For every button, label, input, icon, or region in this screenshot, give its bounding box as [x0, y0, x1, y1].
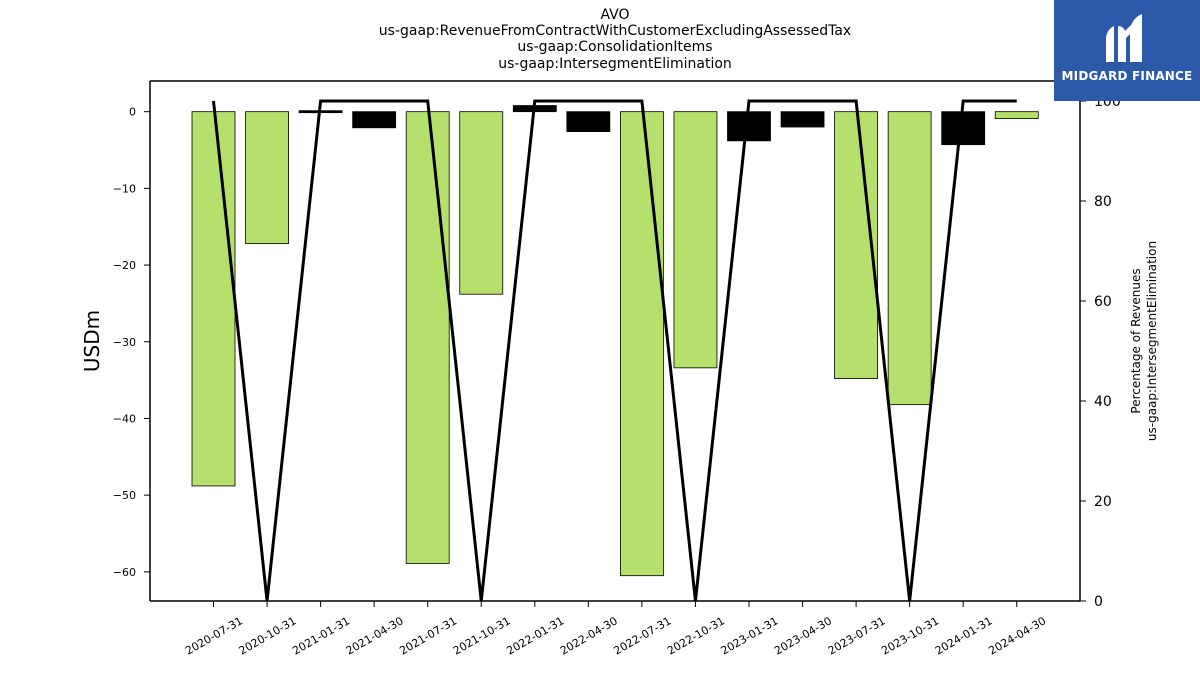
bar — [941, 111, 986, 146]
y2-axis-label-line2: us-gaap:IntersegmentElimination — [1145, 241, 1159, 441]
bar — [566, 111, 611, 133]
title-line-ticker: AVO — [600, 7, 630, 23]
title-line-concept: us-gaap:RevenueFromContractWithCustomerE… — [378, 23, 852, 39]
y-tick-label: −10 — [113, 182, 136, 195]
bar — [459, 111, 504, 295]
x-tick-label: 2020-07-31 — [183, 614, 245, 657]
y2-tick-label: 20 — [1094, 494, 1112, 510]
bar — [620, 111, 664, 577]
x-tick-label: 2022-04-30 — [558, 614, 620, 657]
y2-tick-label: 60 — [1094, 294, 1112, 310]
brand-name: MIDGARD FINANCE — [1061, 69, 1193, 83]
y2-tick-label: 0 — [1094, 594, 1103, 610]
bar — [727, 111, 771, 142]
x-tick-label: 2023-10-31 — [879, 614, 941, 657]
x-tick-label: 2022-01-31 — [504, 614, 566, 657]
bar — [191, 111, 236, 487]
bar — [887, 111, 932, 406]
bar — [673, 111, 718, 369]
line-group — [212, 99, 1017, 602]
y2-tick-label: 80 — [1094, 194, 1112, 210]
y2-tick-label: 40 — [1094, 394, 1112, 410]
y-tick-label: −20 — [113, 259, 136, 272]
x-tick-label: 2023-04-30 — [772, 614, 834, 657]
y-tick-label: −50 — [113, 489, 136, 502]
x-tick-label: 2022-07-31 — [612, 614, 674, 657]
brand-mark-icon — [1106, 14, 1142, 62]
x-tick-label: 2021-07-31 — [397, 614, 459, 657]
bars-group — [191, 105, 1039, 577]
y-axis-label: USDm — [80, 310, 104, 372]
x-tick-label: 2022-10-31 — [665, 614, 727, 657]
x-tick-label: 2020-10-31 — [237, 614, 299, 657]
brand-logo: MIDGARD FINANCE — [1054, 0, 1200, 101]
y2-axis-label-line1: Percentage of Revenues — [1129, 268, 1143, 413]
y-tick-label: −60 — [113, 566, 136, 579]
x-tick-label: 2024-01-31 — [933, 614, 995, 657]
x-tick-label: 2023-07-31 — [826, 614, 888, 657]
x-tick-label: 2021-04-30 — [344, 614, 406, 657]
y-tick-label: 0 — [129, 106, 136, 119]
x-tick-label: 2023-01-31 — [719, 614, 781, 657]
bar — [994, 111, 1039, 119]
x-tick-label: 2021-01-31 — [290, 614, 352, 657]
percentage-line — [212, 99, 1017, 602]
bar — [352, 111, 397, 129]
y-tick-label: −40 — [113, 412, 136, 425]
y-tick-label: −30 — [113, 336, 136, 349]
bar — [780, 111, 825, 128]
bar — [405, 111, 450, 564]
bar — [245, 111, 289, 244]
x-tick-label: 2021-10-31 — [451, 614, 513, 657]
title-line-member: us-gaap:IntersegmentElimination — [498, 56, 732, 72]
title-line-axis: us-gaap:ConsolidationItems — [517, 39, 713, 55]
x-tick-label: 2024-04-30 — [986, 614, 1048, 657]
